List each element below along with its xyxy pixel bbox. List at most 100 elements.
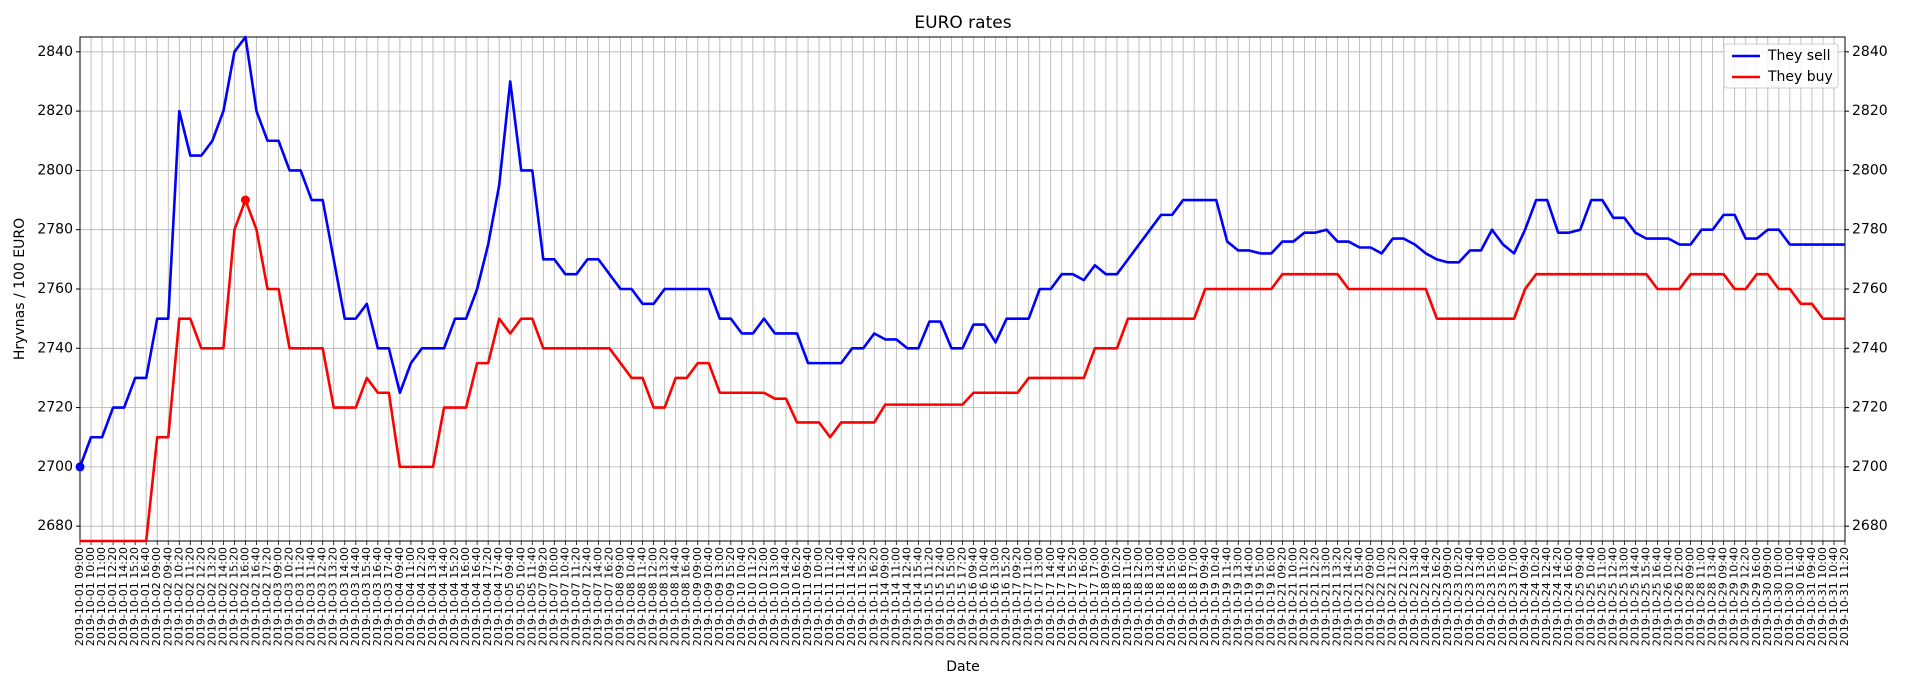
y2-tick-label: 2820 [1852,103,1888,119]
x-tick-label: 2019-10-11 11:20 [823,547,836,646]
x-tick-label: 2019-10-19 16:00 [1264,547,1277,646]
x-tick-label: 2019-10-03 11:20 [294,547,307,646]
x-tick-label: 2019-10-09 15:20 [724,547,737,646]
y-tick-label: 2700 [37,459,73,475]
x-tick-label: 2019-10-22 13:40 [1408,547,1421,646]
x-tick-label: 2019-10-25 15:40 [1639,547,1652,646]
x-tick-label: 2019-10-14 11:00 [889,547,902,646]
x-tick-label: 2019-10-24 12:40 [1540,547,1553,646]
x-tick-label: 2019-10-23 09:00 [1441,547,1454,646]
x-tick-label: 2019-10-16 15:20 [1000,547,1013,646]
x-tick-label: 2019-10-09 13:00 [713,547,726,646]
x-tick-label: 2019-10-19 10:40 [1209,547,1222,646]
x-tick-label: 2019-10-04 14:40 [437,547,450,646]
x-tick-label: 2019-10-09 10:40 [702,547,715,646]
x-tick-label: 2019-10-10 12:00 [757,547,770,646]
x-tick-label: 2019-10-24 16:00 [1562,547,1575,646]
x-tick-label: 2019-10-29 12:20 [1739,547,1752,646]
x-tick-label: 2019-10-01 11:00 [95,547,108,646]
x-tick-label: 2019-10-10 11:20 [746,547,759,646]
y-tick-label: 2780 [37,222,73,238]
x-tick-label: 2019-10-18 09:00 [1099,547,1112,646]
y-tick-label: 2820 [37,103,73,119]
x-tick-label: 2019-10-01 10:00 [84,547,97,646]
x-axis-label: Date [946,659,979,675]
x-tick-label: 2019-10-22 09:00 [1364,547,1377,646]
x-tick-label: 2019-10-07 10:00 [547,547,560,646]
x-tick-label: 2019-10-01 16:40 [139,547,152,646]
y-tick-label: 2680 [37,518,73,534]
x-tick-label: 2019-10-03 09:00 [272,547,285,646]
x-tick-label: 2019-10-25 13:00 [1617,547,1630,646]
chart-title: EURO rates [914,13,1011,33]
x-tick-label: 2019-10-18 14:00 [1154,547,1167,646]
x-tick-label: 2019-10-25 14:40 [1628,547,1641,646]
x-tick-label: 2019-10-18 12:00 [1132,547,1145,646]
x-tick-label: 2019-10-15 17:20 [956,547,969,646]
x-tick-label: 2019-10-03 10:20 [283,547,296,646]
x-tick-label: 2019-10-21 13:20 [1331,547,1344,646]
x-tick-label: 2019-10-28 09:00 [1684,547,1697,646]
x-tick-label: 2019-10-17 13:00 [1033,547,1046,646]
x-tick-label: 2019-10-18 15:00 [1165,547,1178,646]
x-tick-label: 2019-10-17 14:40 [1055,547,1068,646]
x-tick-label: 2019-10-23 16:00 [1496,547,1509,646]
x-tick-label: 2019-10-22 14:40 [1419,547,1432,646]
x-tick-label: 2019-10-03 12:40 [316,547,329,646]
x-tick-label: 2019-10-16 10:40 [978,547,991,646]
x-tick-label: 2019-10-01 14:20 [117,547,130,646]
x-tick-label: 2019-10-18 11:00 [1121,547,1134,646]
x-tick-label: 2019-10-26 12:00 [1673,547,1686,646]
x-tick-label: 2019-10-01 12:20 [106,547,119,646]
x-tick-label: 2019-10-16 09:40 [967,547,980,646]
x-tick-label: 2019-10-14 12:40 [900,547,913,646]
x-tick-label: 2019-10-02 14:00 [216,547,229,646]
y2-tick-label: 2700 [1852,459,1888,475]
x-tick-label: 2019-10-18 17:00 [1187,547,1200,646]
y-tick-label: 2740 [37,340,73,356]
plot-frame [79,36,1846,542]
y2-tick-label: 2720 [1852,400,1888,416]
x-tick-label: 2019-10-03 15:40 [360,547,373,646]
x-tick-label: 2019-10-28 11:00 [1695,547,1708,646]
x-tick-label: 2019-10-02 09:00 [150,547,163,646]
x-tick-label: 2019-10-11 10:00 [812,547,825,646]
x-tick-label: 2019-10-04 09:40 [393,547,406,646]
y-axis-label: Hryvnas / 100 EURO [12,218,28,360]
x-tick-label: 2019-10-29 16:00 [1750,547,1763,646]
y2-tick-label: 2680 [1852,518,1888,534]
x-tick-label: 2019-10-10 14:40 [779,547,792,646]
x-tick-label: 2019-10-11 09:40 [801,547,814,646]
x-tick-label: 2019-10-02 15:20 [227,547,240,646]
x-tick-label: 2019-10-08 16:40 [680,547,693,646]
extreme-marker [240,195,250,205]
y-tick-label: 2800 [37,162,73,178]
x-tick-label: 2019-10-03 14:00 [338,547,351,646]
x-tick-label: 2019-10-17 15:20 [1066,547,1079,646]
x-tick-label: 2019-10-08 10:40 [625,547,638,646]
x-tick-label: 2019-10-03 17:40 [382,547,395,646]
x-tick-label: 2019-10-19 15:00 [1253,547,1266,646]
x-tick-label: 2019-10-11 14:40 [845,547,858,646]
x-tick-label: 2019-10-03 13:20 [327,547,340,646]
x-tick-label: 2019-10-22 16:20 [1430,547,1443,646]
x-tick-label: 2019-10-21 09:20 [1275,547,1288,646]
x-tick-label: 2019-10-04 12:20 [415,547,428,646]
x-tick-label: 2019-10-21 10:00 [1286,547,1299,646]
x-tick-label: 2019-10-07 10:40 [558,547,571,646]
x-tick-label: 2019-10-08 12:00 [647,547,660,646]
x-tick-label: 2019-10-14 15:40 [911,547,924,646]
x-tick-label: 2019-10-04 11:00 [404,547,417,646]
x-tick-label: 2019-10-29 10:40 [1728,547,1741,646]
x-tick-label: 2019-10-10 10:40 [735,547,748,646]
x-tick-label: 2019-10-09 09:00 [691,547,704,646]
extreme-marker [75,462,85,472]
x-tick-label: 2019-10-10 16:20 [790,547,803,646]
x-tick-label: 2019-10-11 16:20 [867,547,880,646]
y2-tick-label: 2780 [1852,222,1888,238]
x-tick-label: 2019-10-31 11:20 [1838,547,1851,646]
y2-tick-label: 2840 [1852,44,1888,60]
x-tick-label: 2019-10-23 17:00 [1507,547,1520,646]
x-tick-label: 2019-10-21 14:20 [1342,547,1355,646]
